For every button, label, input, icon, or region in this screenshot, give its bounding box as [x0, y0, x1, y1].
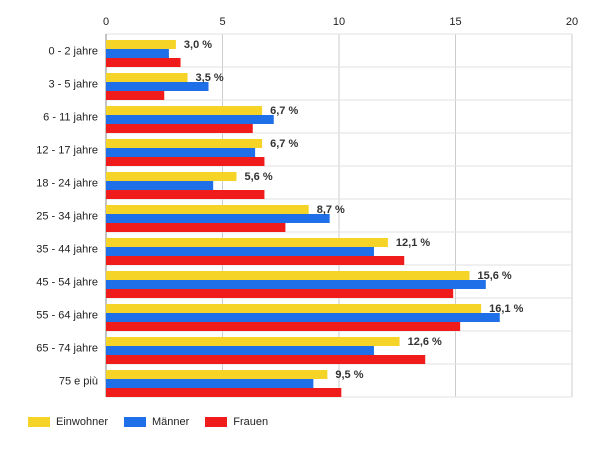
bar-einwohner-9: [106, 337, 400, 346]
bar-mnner-6: [106, 247, 374, 256]
x-tick-label: 20: [566, 16, 578, 28]
category-label: 35 - 44 jahre: [36, 244, 98, 256]
category-label: 45 - 54 jahre: [36, 277, 98, 289]
category-label: 6 - 11 jahre: [43, 112, 98, 124]
bar-einwohner-7: [106, 271, 470, 280]
bar-einwohner-6: [106, 238, 388, 247]
bar-einwohner-3: [106, 139, 263, 148]
bar-einwohner-5: [106, 205, 309, 214]
data-label: 15,6 %: [477, 270, 511, 282]
category-label: 0 - 2 jahre: [48, 46, 98, 58]
data-label: 6,7 %: [270, 105, 298, 117]
bar-mnner-0: [106, 49, 169, 58]
legend-swatch-maenner: [123, 417, 146, 427]
bar-frauen-8: [106, 322, 461, 331]
x-tick-label: 5: [219, 16, 225, 28]
legend-item-einwohner[interactable]: Einwohner: [28, 416, 108, 428]
legend-item-frauen[interactable]: Frauen: [205, 416, 268, 428]
x-tick-label: 0: [103, 16, 109, 28]
bar-frauen-10: [106, 388, 342, 397]
bar-frauen-6: [106, 256, 405, 265]
data-label: 3,5 %: [196, 72, 224, 84]
x-tick-label: 15: [449, 16, 461, 28]
bar-einwohner-4: [106, 172, 237, 181]
bar-mnner-9: [106, 346, 374, 355]
bar-frauen-9: [106, 355, 426, 364]
data-label: 5,6 %: [244, 171, 272, 183]
data-label: 3,0 %: [184, 39, 212, 51]
bar-mnner-3: [106, 148, 256, 157]
data-label: 8,7 %: [317, 204, 345, 216]
bar-mnner-8: [106, 313, 500, 322]
legend-label-einwohner: Einwohner: [56, 416, 108, 428]
bar-mnner-4: [106, 181, 214, 190]
bar-frauen-0: [106, 58, 181, 67]
legend: Einwohner Männer Frauen: [28, 416, 268, 428]
bar-frauen-1: [106, 91, 165, 100]
category-label: 3 - 5 jahre: [48, 79, 98, 91]
legend-item-maenner[interactable]: Männer: [123, 416, 190, 428]
bar-mnner-10: [106, 379, 314, 388]
bar-mnner-5: [106, 214, 330, 223]
category-label: 75 e più: [59, 376, 98, 388]
legend-label-maenner: Männer: [151, 416, 190, 428]
data-label: 9,5 %: [335, 369, 363, 381]
bar-mnner-1: [106, 82, 209, 91]
legend-swatch-einwohner: [28, 417, 50, 427]
bar-einwohner-0: [106, 40, 176, 49]
bar-chart: 0 5 10 15 20 0 - 2 jahre 3 - 5 jahre 6 - 11 jah…: [36, 16, 578, 398]
bar-einwohner-10: [106, 370, 328, 379]
bar-mnner-2: [106, 115, 274, 124]
category-label: 65 - 74 jahre: [36, 343, 98, 355]
bar-frauen-4: [106, 190, 265, 199]
x-tick-label: 10: [333, 16, 345, 28]
category-label: 25 - 34 jahre: [36, 211, 98, 223]
legend-label-frauen: Frauen: [233, 416, 269, 428]
bar-frauen-3: [106, 157, 265, 166]
category-label: 18 - 24 jahre: [36, 178, 98, 190]
bar-einwohner-8: [106, 304, 482, 313]
bar-frauen-2: [106, 124, 253, 133]
bar-einwohner-2: [106, 106, 263, 115]
category-label: 12 - 17 jahre: [36, 145, 98, 157]
data-label: 16,1 %: [489, 303, 523, 315]
data-label: 12,1 %: [396, 237, 430, 249]
bar-frauen-7: [106, 289, 454, 298]
category-label: 55 - 64 jahre: [36, 310, 98, 322]
legend-swatch-frauen: [205, 417, 228, 427]
data-label: 12,6 %: [408, 336, 442, 348]
bar-einwohner-1: [106, 73, 188, 82]
data-label: 6,7 %: [270, 138, 298, 150]
bar-mnner-7: [106, 280, 486, 289]
bar-frauen-5: [106, 223, 286, 232]
